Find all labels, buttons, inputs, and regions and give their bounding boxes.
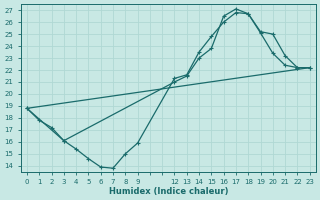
X-axis label: Humidex (Indice chaleur): Humidex (Indice chaleur)	[108, 187, 228, 196]
